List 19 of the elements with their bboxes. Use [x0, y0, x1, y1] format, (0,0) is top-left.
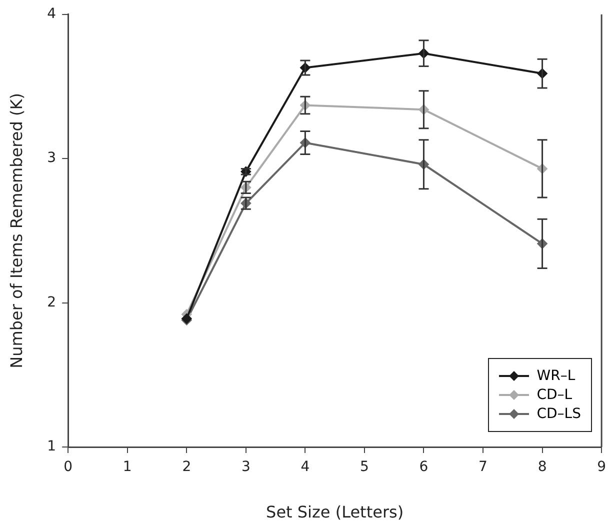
- x-tick-label: 7: [478, 459, 488, 476]
- x-tick-label: 6: [419, 459, 428, 476]
- x-tick-label: 2: [182, 459, 192, 476]
- y-tick-label: 1: [47, 438, 56, 455]
- x-tick-label: 5: [360, 459, 369, 476]
- x-tick-label: 9: [597, 459, 606, 476]
- x-axis-title: Set Size (Letters): [266, 502, 404, 522]
- legend-label: CD–LS: [536, 406, 581, 422]
- x-tick-label: 1: [122, 459, 132, 476]
- legend-label: WR–L: [536, 368, 576, 384]
- y-axis-title: Number of Items Remembered (K): [6, 93, 26, 368]
- legend-label: CD–L: [536, 387, 572, 403]
- y-tick-label: 4: [47, 6, 56, 22]
- y-tick-label: 2: [47, 294, 56, 310]
- x-tick-label: 4: [300, 459, 310, 476]
- x-tick-label: 8: [538, 459, 547, 476]
- x-tick-label: 0: [64, 459, 73, 476]
- x-tick-label: 3: [241, 459, 250, 476]
- y-tick-label: 3: [47, 150, 56, 166]
